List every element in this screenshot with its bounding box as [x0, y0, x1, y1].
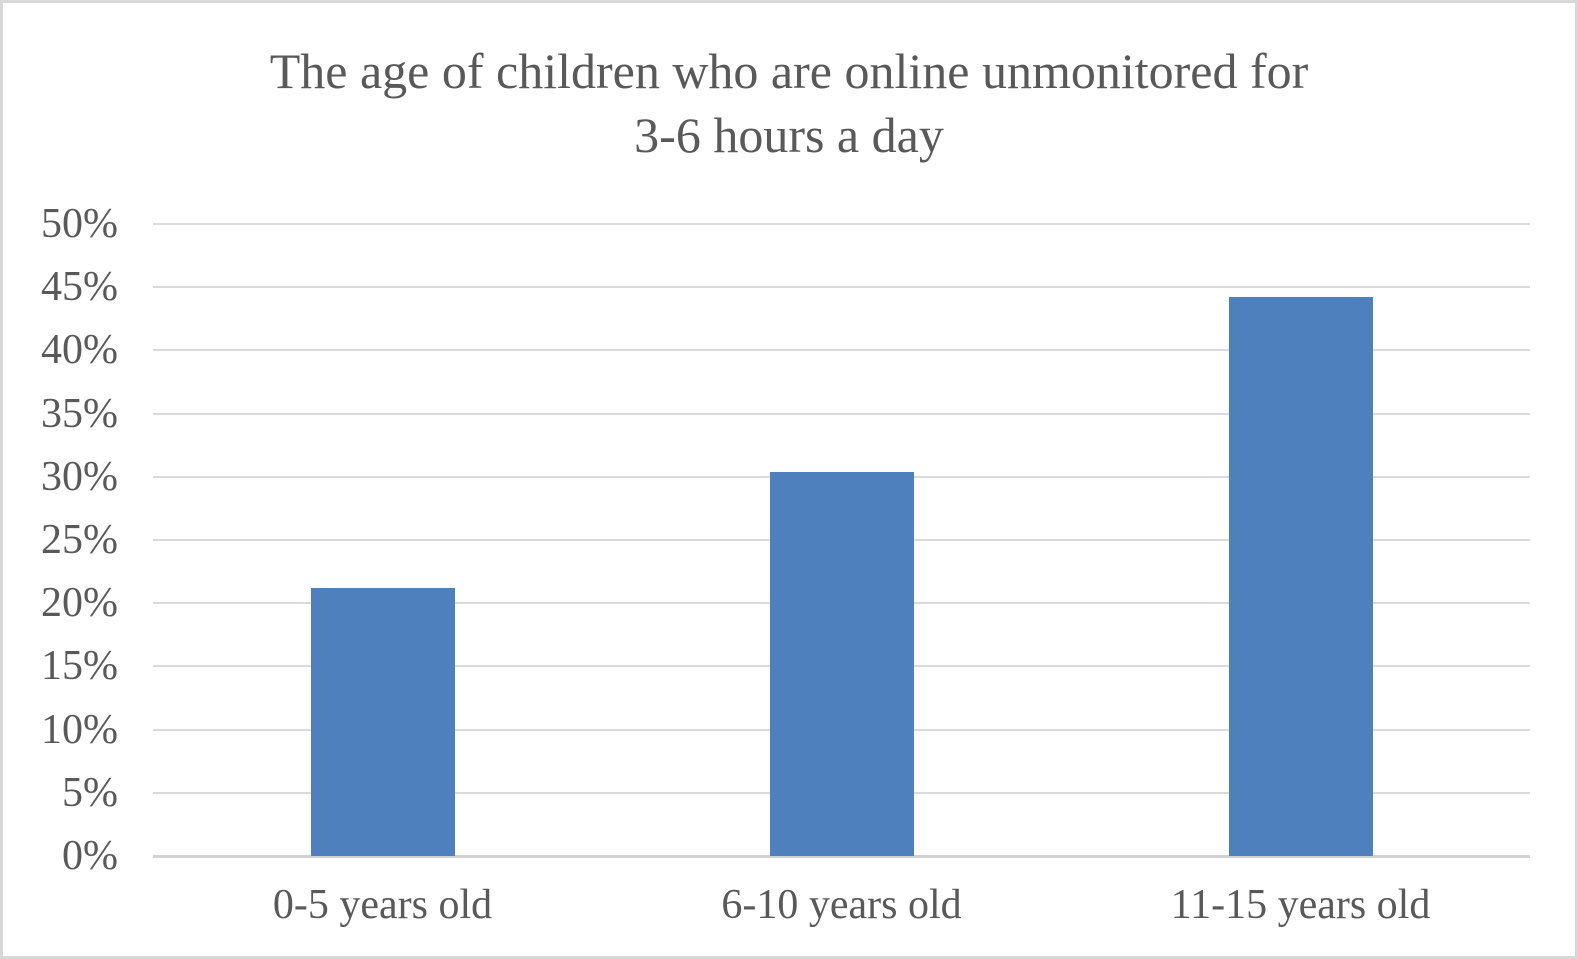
y-tick-label-15%: 15%: [41, 643, 118, 690]
y-tick-label-5%: 5%: [62, 769, 118, 816]
y-tick-label-45%: 45%: [41, 264, 118, 311]
gridline-45%: [153, 286, 1530, 289]
y-tick-label-40%: 40%: [41, 327, 118, 374]
gridline-35%: [153, 412, 1530, 415]
gridline-40%: [153, 349, 1530, 352]
y-tick-label-50%: 50%: [41, 201, 118, 247]
bar-6-10-years-old: [769, 471, 914, 856]
y-tick-label-20%: 20%: [41, 580, 118, 627]
y-tick-label-25%: 25%: [41, 517, 118, 563]
chart-title: The age of children who are online unmon…: [3, 39, 1575, 167]
chart-title-line-2: 3-6 hours a day: [634, 107, 944, 163]
gridline-50%: [153, 223, 1530, 225]
y-tick-label-30%: 30%: [41, 453, 118, 500]
y-tick-label-0%: 0%: [62, 833, 118, 879]
x-category-label-6-10-years-old: 6-10 years old: [721, 882, 962, 928]
y-tick-label-10%: 10%: [41, 706, 118, 753]
x-category-label-0-5-years-old: 0-5 years old: [272, 882, 493, 928]
x-axis-line: [153, 855, 1530, 858]
bar-11-15-years-old: [1228, 297, 1373, 856]
chart-title-line-1: The age of children who are online unmon…: [269, 43, 1309, 99]
x-category-label-11-15-years-old: 11-15 years old: [1170, 882, 1431, 928]
bar-0-5-years-old: [310, 588, 455, 856]
y-tick-label-35%: 35%: [41, 390, 118, 437]
